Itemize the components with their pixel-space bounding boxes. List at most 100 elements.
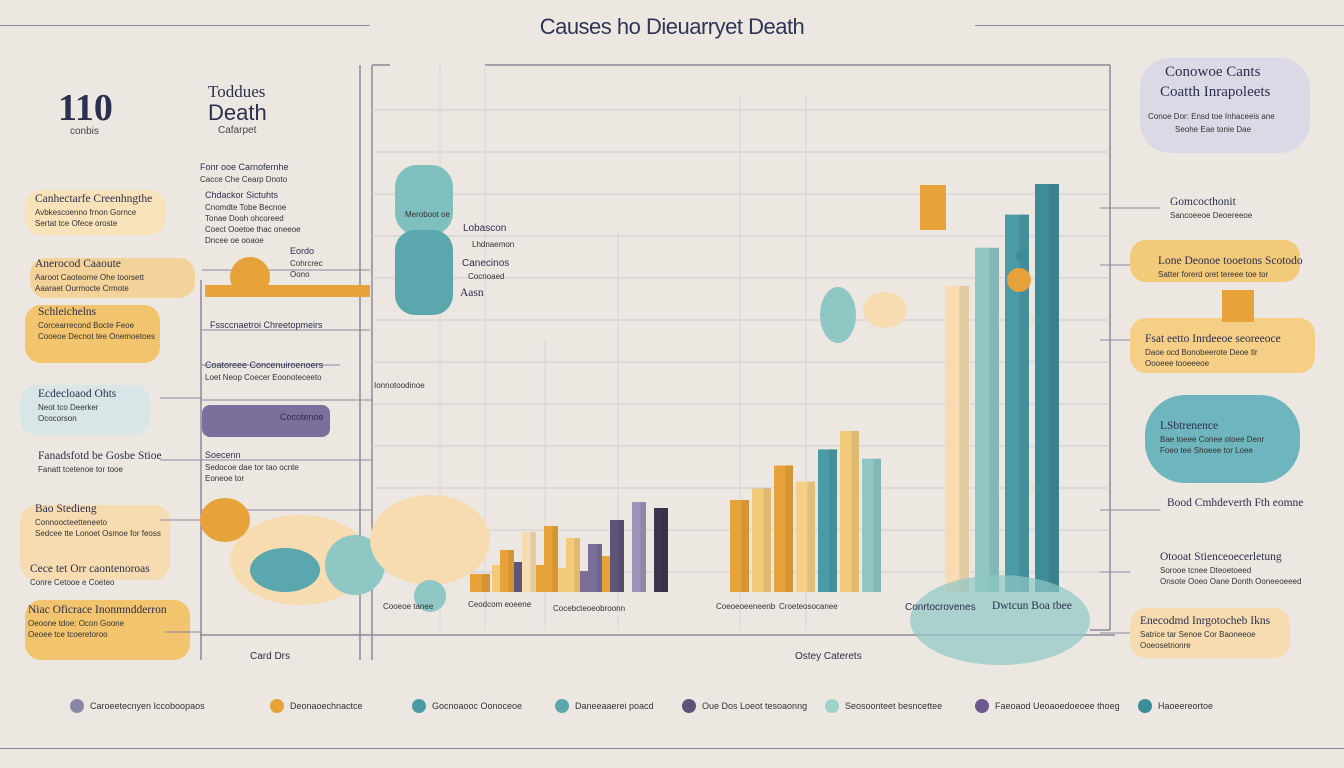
chart-title: Causes ho Dieuarryet Death bbox=[539, 14, 805, 39]
center-label: Lhdnaemon bbox=[472, 240, 515, 249]
bar-shade bbox=[829, 449, 837, 592]
center-label: Cocnoaed bbox=[468, 272, 505, 281]
blob-shape bbox=[370, 495, 490, 585]
bar-shade bbox=[959, 286, 969, 592]
mid-label-text: Dncee oe ooaoe bbox=[205, 236, 264, 245]
left-label-heading: Anerocod Caaoute bbox=[35, 258, 121, 270]
dot-icon bbox=[270, 699, 284, 713]
legend-item: Gocnoaooc Oonoceoe bbox=[412, 698, 522, 714]
legend-item: Seosoonteet besncettee bbox=[825, 698, 942, 714]
bar-shade bbox=[1049, 184, 1059, 592]
bar-shade bbox=[741, 500, 749, 592]
left-title-line1: Toddues bbox=[208, 82, 266, 101]
label-blob bbox=[20, 385, 150, 435]
legend-label: Haoeereortoe bbox=[1158, 701, 1214, 711]
center-label: Meroboot oe bbox=[405, 210, 450, 219]
right-label-text: Bae toeee Conee otoee Denr bbox=[1160, 435, 1265, 444]
left-label-heading: Fanadsfotd be Gosbe Stioe bbox=[38, 450, 162, 462]
right-label-text: Daoe ocd Bonobeerote Deoe tlr bbox=[1145, 348, 1258, 357]
left-label-text: Ococorson bbox=[38, 414, 77, 423]
left-label-text: Oeoee tce tcoeretoroo bbox=[28, 630, 108, 639]
mid-label-text: Tonae Dooh ohcoreed bbox=[205, 214, 284, 223]
bottom-rule bbox=[0, 748, 1344, 749]
legend-label: Deonaoechnactce bbox=[290, 701, 363, 711]
bar-cap bbox=[920, 185, 946, 230]
bar-shade bbox=[763, 488, 771, 592]
left-label-text: Sedcee tte Lonoet Osmoe for feoss bbox=[35, 529, 161, 538]
bar-shade bbox=[640, 502, 646, 592]
mid-label-heading: Cocotenoe bbox=[280, 412, 324, 422]
bar bbox=[774, 465, 793, 592]
orange-circle-icon bbox=[1007, 268, 1031, 292]
center-label: Ostey Caterets bbox=[795, 651, 862, 662]
bar bbox=[566, 538, 580, 592]
bar bbox=[500, 550, 514, 592]
moon-icon bbox=[70, 699, 84, 713]
center-label: Ionnotoodinoe bbox=[374, 381, 425, 390]
label-blob bbox=[30, 258, 195, 298]
right-label-heading: Bood Cmhdeverth Fth eomne bbox=[1167, 497, 1304, 509]
label-blob bbox=[1130, 608, 1290, 658]
center-label: Lobascon bbox=[463, 223, 507, 234]
mid-label-text: Oono bbox=[290, 270, 310, 279]
bar bbox=[796, 481, 815, 592]
label-blob bbox=[1130, 240, 1300, 282]
label-blob bbox=[25, 190, 165, 235]
center-label: Aasn bbox=[460, 287, 484, 299]
right-label-heading: Gomcocthonit bbox=[1170, 196, 1236, 208]
legend-item: Daneeaaerei poacd bbox=[555, 698, 654, 714]
label-blob bbox=[20, 505, 170, 580]
right-title-line3: Conoe Dor: Ensd toe Inhaceeis ane bbox=[1148, 112, 1275, 121]
left-label-text: Connoocteetteneeto bbox=[35, 518, 108, 527]
legend-label: Caroeetecnyen Iccoboopaos bbox=[90, 701, 205, 711]
legend-label: Faeoaod Ueoaoedoeoee thoeg bbox=[995, 701, 1120, 711]
bar-shade bbox=[989, 247, 999, 592]
bar-shade bbox=[662, 508, 668, 592]
right-label-text: Satrice tar Senoe Cor Baoneeoe bbox=[1140, 630, 1256, 639]
left-label-heading: Bao Stedieng bbox=[35, 503, 97, 515]
highlight-bar bbox=[205, 285, 370, 297]
mid-label-text: Eoneoe tor bbox=[205, 474, 245, 483]
bar bbox=[522, 532, 536, 592]
right-label-heading: Enecodmd Inrgotocheb Ikns bbox=[1140, 615, 1271, 627]
mid-label-heading: Chdackor Sictuhts bbox=[205, 190, 279, 200]
right-label-heading: Lone Deonoe tooetons Scotodo bbox=[1158, 255, 1303, 267]
center-label: Canecinos bbox=[462, 258, 510, 269]
legend-label: Seosoonteet besncettee bbox=[845, 701, 943, 711]
legend-label: Oue Dos Loeot tesoaonng bbox=[702, 701, 808, 711]
bar-shade bbox=[807, 481, 815, 592]
left-label-text: Neot tco Deerker bbox=[38, 403, 99, 412]
legend-item: Oue Dos Loeot tesoaonng bbox=[682, 698, 807, 714]
left-label-text: Aaaraet Ourmocte Crmote bbox=[35, 284, 129, 293]
left-label-heading: Canhectarfe Creenhngthe bbox=[35, 193, 153, 205]
right-label-text: Onsote Ooeo Oane Donth Ooneeoeeed bbox=[1160, 577, 1302, 586]
left-label-heading: Schleichelns bbox=[38, 306, 97, 318]
bar-shade bbox=[596, 544, 602, 592]
dot-icon bbox=[975, 699, 989, 713]
dot-icon bbox=[1016, 250, 1028, 262]
left-title-line3: Cafarpet bbox=[218, 125, 257, 136]
legend-item: Deonaoechnactce bbox=[270, 698, 363, 714]
dot-icon bbox=[682, 699, 696, 713]
mid-label-heading: Fssccnaetroi Chreetopmeirs bbox=[210, 320, 323, 330]
bar-shade bbox=[1019, 214, 1029, 592]
legend-item: Caroeetecnyen Iccoboopaos bbox=[70, 698, 205, 714]
right-label-text: Foeo tee Shoeee tor Loee bbox=[1160, 446, 1253, 455]
mid-label-heading: Fonr ooe Carnofernhe bbox=[200, 162, 289, 172]
right-title-line4: Seohe Eae tonie Dae bbox=[1175, 125, 1252, 134]
center-label: Ceodcom eoeene bbox=[468, 600, 532, 609]
title-rule-left bbox=[0, 25, 370, 26]
bar-shade bbox=[785, 465, 793, 592]
left-label-text: Oeoone tdoe: Ocon Goone bbox=[28, 619, 125, 628]
bar bbox=[752, 488, 771, 592]
center-label: Cooeoe tanee bbox=[383, 602, 434, 611]
mid-label-heading: Soecenn bbox=[205, 450, 241, 460]
center-label: Croeteosocanee bbox=[779, 602, 838, 611]
label-blob bbox=[202, 405, 330, 437]
left-label-heading: Niac Oficrace Inonmndderron bbox=[28, 604, 167, 616]
bar-shade bbox=[618, 520, 624, 592]
mid-label-heading: Coatoreee Concenuiroenoers bbox=[205, 360, 324, 370]
legend-item: Faeoaod Ueoaoedoeoee thoeg bbox=[975, 698, 1120, 714]
left-label-text: Corcearrecond Bocte Feoe bbox=[38, 321, 135, 330]
